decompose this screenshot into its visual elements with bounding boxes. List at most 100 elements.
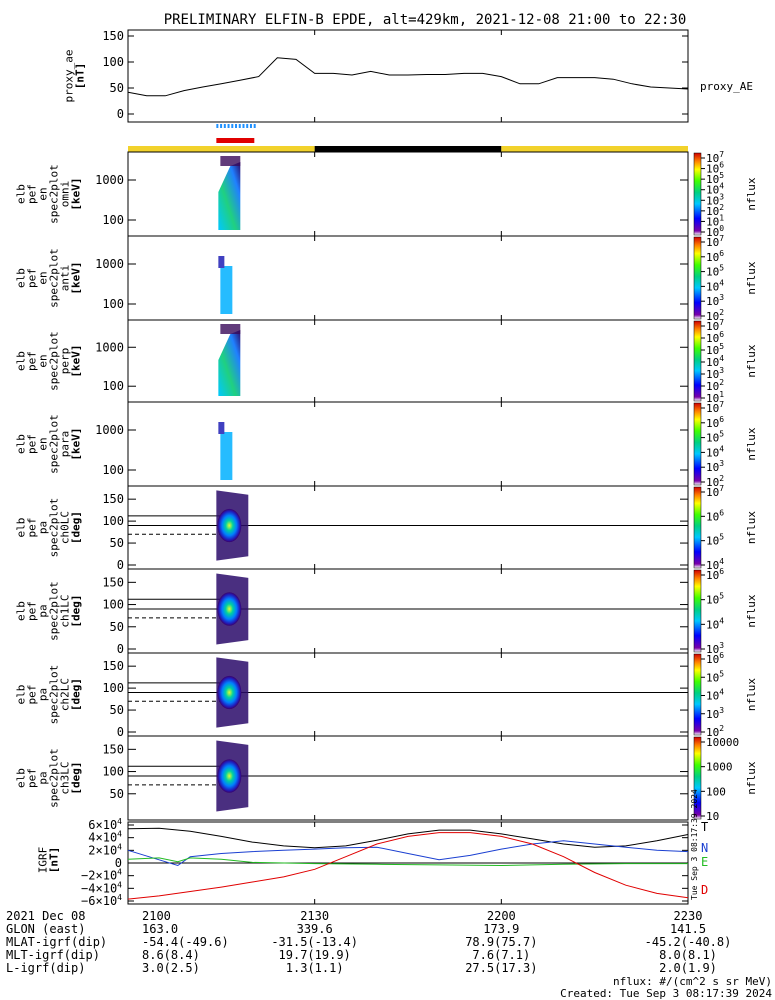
figure-title: PRELIMINARY ELFIN-B EPDE, alt=429km, 202… xyxy=(164,12,687,28)
colorbar-tick-label: 103 xyxy=(706,459,724,474)
bottom-row-value: 173.9 xyxy=(483,922,519,936)
ylabel-line: pef xyxy=(26,601,39,621)
bottom-row-label: GLON (east) xyxy=(6,922,85,936)
bottom-row-value: 163.0 xyxy=(142,922,178,936)
colorbar-tick-label: 105 xyxy=(706,264,724,279)
igrf-line-N xyxy=(127,840,689,867)
colorbar-tick-exponent: 4 xyxy=(719,616,724,625)
colorbar-tick-label: 107 xyxy=(706,400,724,415)
ylabel-line: proxy_ae xyxy=(63,50,76,103)
colorbar-tick-exponent: 5 xyxy=(719,171,724,180)
ylabel-line: elb xyxy=(15,518,28,538)
colorbar xyxy=(693,402,702,486)
colorbar xyxy=(693,486,702,569)
science-zone-blue-mark xyxy=(223,124,226,128)
panel-frame xyxy=(127,401,689,487)
colorbar-tick-exponent: 1 xyxy=(719,213,724,222)
colorbar-tick-exponent: 2 xyxy=(719,308,724,317)
pitch-distribution-core xyxy=(217,592,242,626)
panel-para: 1000100elbpefenspec2plotpara[keV]1071061… xyxy=(15,400,759,489)
ylabel-line: en xyxy=(37,437,50,450)
y-tick-label: 100 xyxy=(102,765,124,779)
ylabel-line: para xyxy=(59,431,72,458)
y-tick-label: 100 xyxy=(102,55,124,69)
colorbar-tick-exponent: 2 xyxy=(719,724,724,733)
colorbar-tick-exponent: 3 xyxy=(719,293,724,302)
ylabel-line: ch1LC xyxy=(59,594,72,627)
colorbar-tick-exponent: 4 xyxy=(719,182,724,191)
spectrogram-fill xyxy=(218,162,241,230)
ylabel-line: pa xyxy=(37,604,50,617)
science-zone-red-bar xyxy=(216,138,255,143)
ylabel-line: [deg] xyxy=(70,511,83,544)
colorbar-tick-exponent: 3 xyxy=(719,192,724,201)
panel-anti: 1000100elbpefenspec2plotanti[keV]1071061… xyxy=(15,234,759,323)
spectrogram-fill xyxy=(220,432,233,480)
bottom-row-value: 1.3(1.1) xyxy=(286,961,344,975)
colorbar-tick-label: 105 xyxy=(706,669,724,684)
panel-frame xyxy=(127,568,689,654)
bottom-row-label: MLT-igrf(dip) xyxy=(6,948,100,962)
colorbar-tick-exponent: 4 xyxy=(719,557,724,566)
colorbar-label: nflux xyxy=(745,594,758,627)
ylabel-line: pa xyxy=(37,688,50,701)
colorbar-tick-exponent: 5 xyxy=(719,533,724,542)
y-tick-label: 4×104 xyxy=(88,830,122,845)
colorbar-label: nflux xyxy=(745,678,758,711)
bottom-row-value: -45.2(-40.8) xyxy=(645,935,732,949)
bottom-row-value: 2130 xyxy=(300,909,329,923)
colorbar xyxy=(693,653,702,736)
colorbar-tick-label: 104 xyxy=(706,616,724,631)
ylabel-line: pef xyxy=(26,184,39,204)
orbit-sunlit-bar xyxy=(128,146,688,152)
footer-units: nflux: #/(cm^2 s sr MeV) xyxy=(613,975,772,988)
colorbar-tick-exponent: 6 xyxy=(719,651,724,660)
bottom-row-value: -31.5(-13.4) xyxy=(271,935,358,949)
ylabel-line: pef xyxy=(26,685,39,705)
colorbar-tick-label: 106 xyxy=(706,567,724,582)
y-tick-label: 1000 xyxy=(95,340,124,354)
panel-perp: 1000100elbpefenspec2plotperp[keV]1071061… xyxy=(15,318,759,405)
bottom-row-label: L-igrf(dip) xyxy=(6,961,85,975)
colorbar-tick-label: 105 xyxy=(706,430,724,445)
y-tick-exponent: 4 xyxy=(117,817,122,826)
orbit-segment-shadow xyxy=(314,146,502,152)
igrf-side-timestamp: Tue Sep 3 08:17:39 2024 xyxy=(690,789,699,900)
bottom-row-label: MLAT-igrf(dip) xyxy=(6,935,107,949)
science-zone-blue-mark xyxy=(238,124,241,128)
colorbar-tick-exponent: 3 xyxy=(719,641,724,650)
panel-frame xyxy=(127,735,689,821)
ylabel-line: en xyxy=(37,354,50,367)
panel-frame xyxy=(127,485,689,570)
ylabel-line: elb xyxy=(15,434,28,454)
ylabel-line: pef xyxy=(26,518,39,538)
y-tick-label: 1000 xyxy=(95,423,124,437)
colorbar-tick-label: 10000 xyxy=(706,736,739,749)
spectrogram-high-energy-band xyxy=(220,324,241,334)
ylabel-line: [keV] xyxy=(70,177,83,210)
y-tick-label: −6×104 xyxy=(81,893,122,908)
science-zone-markers xyxy=(216,124,256,143)
orbit-segment-sunlit xyxy=(128,146,315,152)
y-tick-label: 0 xyxy=(115,856,122,870)
ylabel-line: spec2plot xyxy=(48,581,61,641)
colorbar-tick-label: 104 xyxy=(706,278,724,293)
science-zone-blue-mark xyxy=(253,124,256,128)
ylabel-line: elb xyxy=(15,768,28,788)
spectrogram-fill xyxy=(220,266,233,314)
footer-created: Created: Tue Sep 3 08:17:39 2024 xyxy=(560,987,772,1000)
colorbar xyxy=(693,320,702,402)
panel-frame xyxy=(127,319,689,403)
bottom-row-value: 2100 xyxy=(142,909,171,923)
ylabel-line: en xyxy=(37,187,50,200)
colorbar-label: nflux xyxy=(745,261,758,294)
science-zone-blue-mark xyxy=(249,124,252,128)
bottom-row-value: 8.0(8.1) xyxy=(659,948,717,962)
ylabel-line: pa xyxy=(37,771,50,784)
ylabel-line: elb xyxy=(15,351,28,371)
panel-frame xyxy=(127,235,689,321)
colorbar-tick-label: 104 xyxy=(706,688,724,703)
ylabel-line: anti xyxy=(59,265,72,292)
